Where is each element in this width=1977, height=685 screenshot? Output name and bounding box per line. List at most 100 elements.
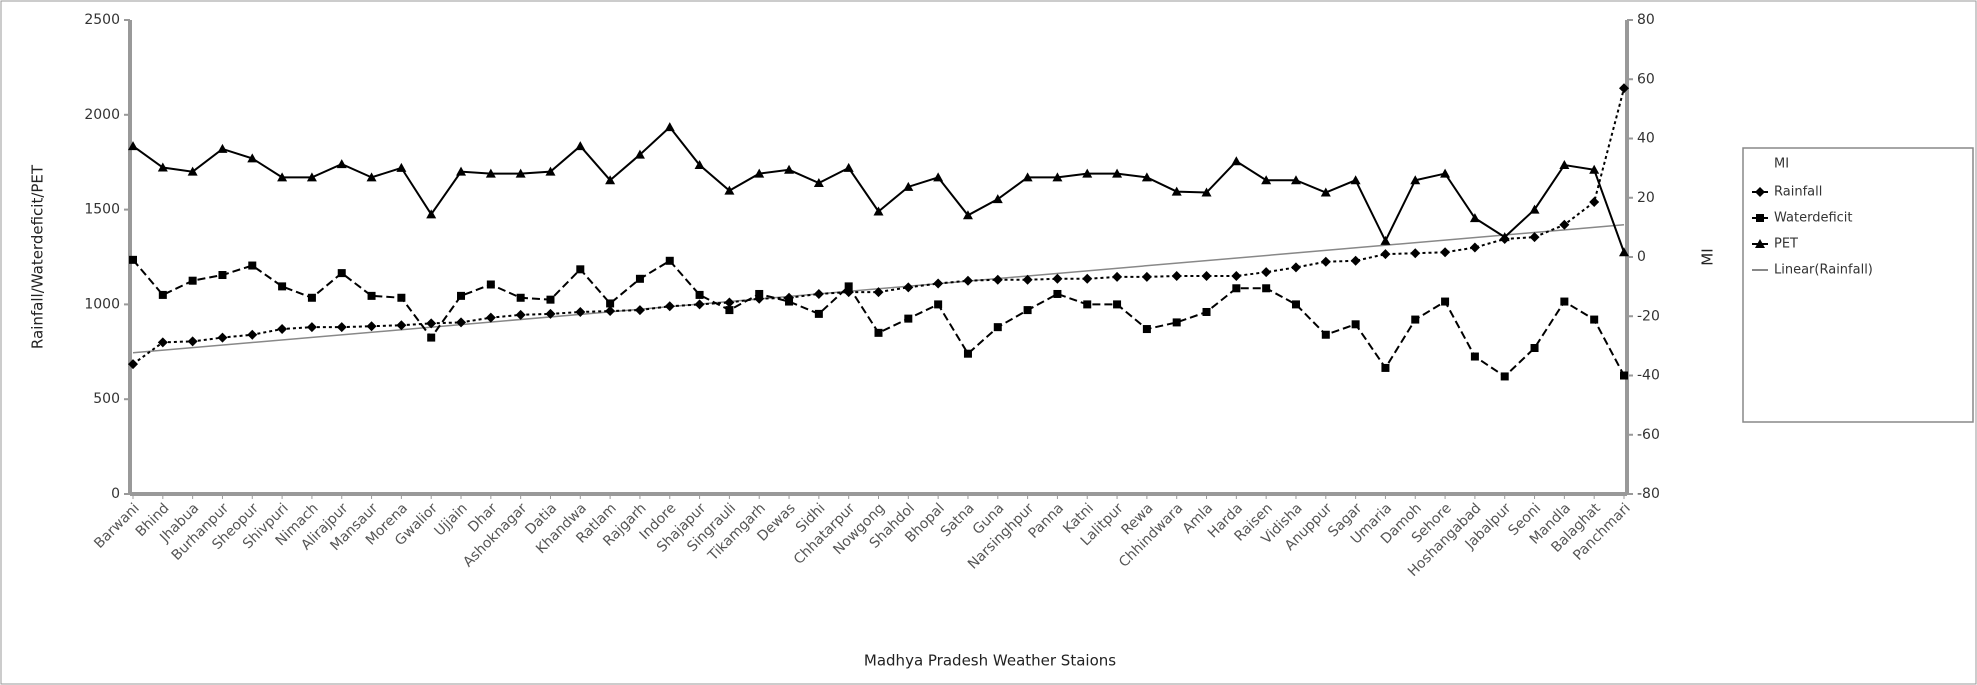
series-marker (1201, 187, 1212, 197)
series-marker (814, 309, 823, 318)
series-marker (157, 337, 168, 348)
y2-tick-label: -40 (1637, 368, 1660, 384)
series-marker (1261, 175, 1272, 185)
series-marker (396, 320, 407, 331)
series-marker (962, 210, 973, 220)
series-marker (1232, 284, 1241, 293)
series-marker (576, 265, 585, 274)
series-marker (1053, 289, 1062, 298)
series-marker (904, 314, 913, 323)
series-marker (1380, 235, 1391, 245)
series-marker (605, 306, 616, 317)
series-marker (903, 181, 914, 191)
series-marker (277, 324, 288, 335)
series-marker (1112, 168, 1123, 178)
series-marker (694, 299, 705, 310)
series-marker (725, 306, 734, 315)
series-marker (873, 206, 884, 216)
series-marker (933, 278, 944, 289)
series-marker (367, 291, 376, 300)
series-marker (813, 178, 824, 188)
series-marker (873, 287, 884, 298)
series-line (132, 259, 1625, 378)
series-marker (1321, 330, 1330, 339)
x-tick-label: Satna (938, 500, 978, 540)
series-marker (1022, 172, 1033, 182)
series-marker (784, 164, 795, 174)
series-marker (1381, 363, 1390, 372)
y2-tick-label: 40 (1637, 131, 1655, 147)
series-marker (129, 255, 137, 264)
y2-tick-label: -60 (1637, 427, 1660, 443)
series-marker (606, 299, 615, 308)
series-marker (248, 261, 257, 270)
series-marker (844, 282, 853, 291)
series-marker (1529, 232, 1540, 243)
series-marker (366, 172, 377, 182)
series-marker (874, 328, 883, 337)
series-marker (1351, 320, 1360, 329)
y-tick-label: 1000 (84, 296, 120, 312)
series-line (132, 125, 1625, 253)
y2-tick-label: 20 (1637, 190, 1655, 206)
series-marker (1231, 270, 1242, 281)
series-marker (605, 175, 616, 185)
series-marker (1141, 172, 1152, 182)
series-marker (724, 297, 735, 308)
series-marker (962, 275, 973, 286)
series-marker (634, 305, 645, 316)
series-marker (1410, 248, 1421, 259)
series-marker (843, 162, 854, 172)
legend-label: Linear(Rainfall) (1774, 263, 1873, 278)
series-marker (933, 172, 944, 182)
series-marker (307, 293, 316, 302)
legend-marker (1755, 239, 1765, 248)
series-marker (336, 322, 347, 333)
series-marker (427, 333, 436, 342)
series-marker (1560, 297, 1569, 306)
series-marker (1052, 172, 1063, 182)
series-marker (247, 329, 258, 340)
series-marker (664, 301, 675, 312)
series-marker (1500, 372, 1509, 381)
series-marker (724, 185, 735, 195)
series-marker (1172, 318, 1181, 327)
series-marker (1083, 300, 1092, 309)
series-marker (1231, 156, 1242, 166)
series-marker (665, 256, 674, 265)
series-marker (1559, 160, 1570, 170)
series-marker (1411, 315, 1420, 324)
series-marker (1441, 297, 1450, 306)
x-tick-label: Ujjain (432, 500, 471, 539)
series-marker (1499, 232, 1510, 242)
series-marker (366, 321, 377, 332)
series-marker (1589, 197, 1600, 208)
series-marker (1469, 213, 1480, 223)
series-marker (934, 300, 943, 309)
series-marker (1620, 371, 1628, 380)
series-marker (754, 168, 765, 178)
series-marker (1619, 247, 1629, 257)
series-marker (1469, 242, 1480, 253)
series-marker (1022, 274, 1033, 285)
series-marker (515, 168, 526, 178)
series-marker (813, 288, 824, 299)
series-marker (963, 349, 972, 358)
series-marker (485, 168, 496, 178)
series-marker (217, 332, 228, 343)
series-marker (396, 162, 407, 172)
series-marker (306, 172, 317, 182)
series-marker (545, 166, 556, 176)
series-marker (664, 122, 675, 132)
series-marker (694, 160, 705, 170)
series-marker (634, 149, 645, 159)
series-marker (993, 323, 1002, 332)
series-marker (1082, 168, 1093, 178)
series-marker (1171, 270, 1182, 281)
series-marker (1202, 307, 1211, 316)
series-marker (695, 290, 704, 299)
series-marker (1410, 175, 1421, 185)
series-marker (306, 322, 317, 333)
series-marker (128, 359, 138, 370)
